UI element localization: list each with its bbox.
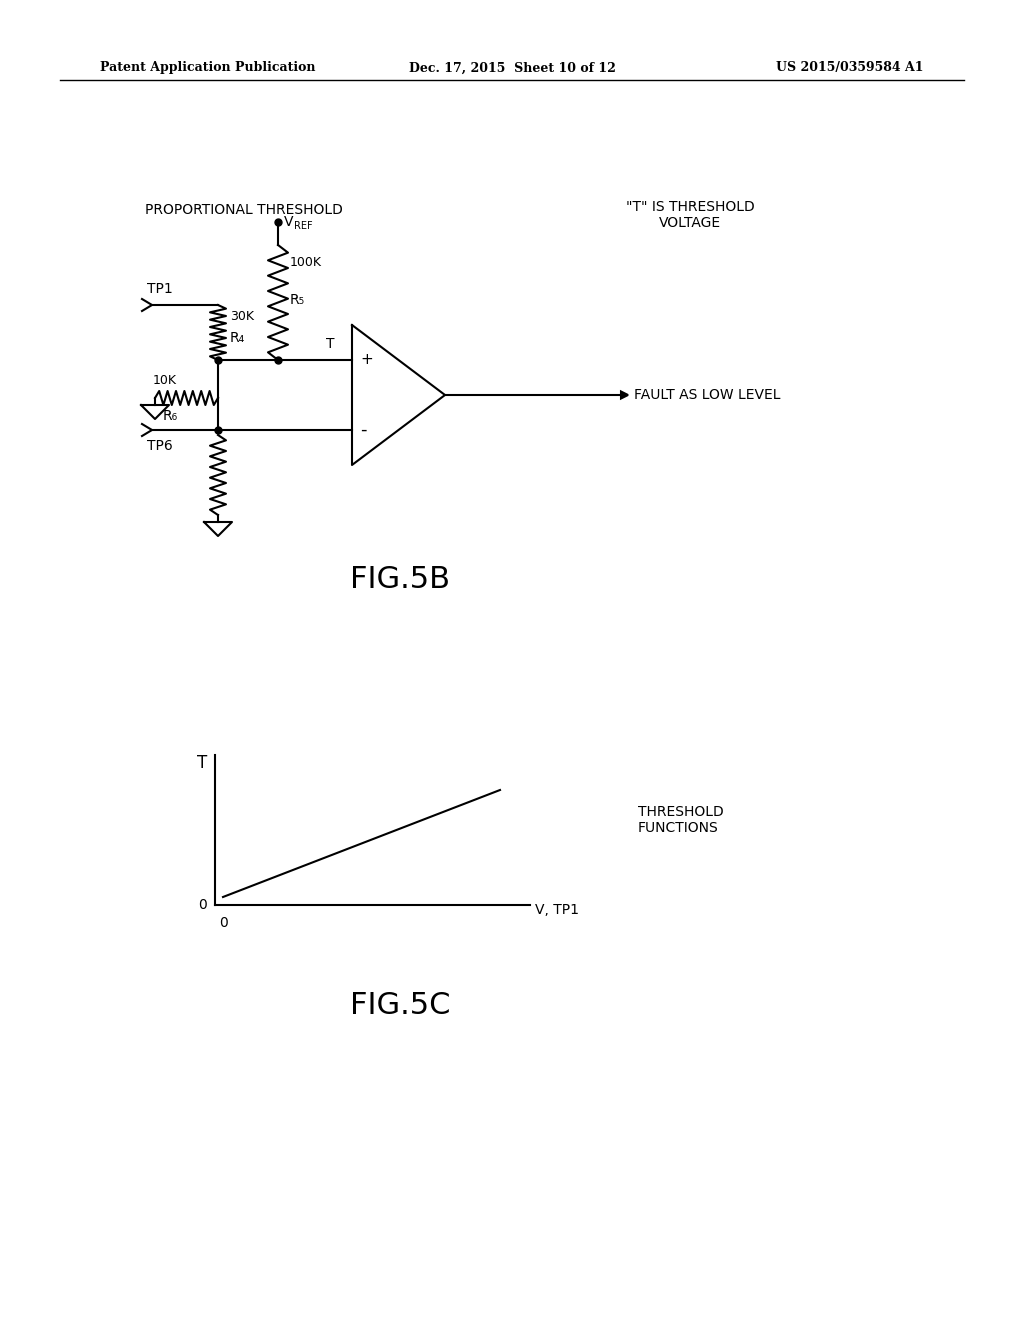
Text: R₅: R₅ — [290, 293, 305, 308]
Text: R₆: R₆ — [163, 409, 178, 422]
Text: 0: 0 — [219, 916, 227, 931]
Text: 0: 0 — [199, 898, 207, 912]
Text: TP1: TP1 — [147, 282, 173, 296]
Text: PROPORTIONAL THRESHOLD: PROPORTIONAL THRESHOLD — [145, 203, 343, 216]
Text: Dec. 17, 2015  Sheet 10 of 12: Dec. 17, 2015 Sheet 10 of 12 — [409, 62, 615, 74]
Text: T: T — [197, 754, 207, 772]
Text: 10K: 10K — [153, 374, 177, 387]
Text: FIG.5C: FIG.5C — [350, 990, 451, 1019]
Text: V, TP1: V, TP1 — [535, 903, 579, 917]
Text: US 2015/0359584 A1: US 2015/0359584 A1 — [776, 62, 924, 74]
Text: 100K: 100K — [290, 256, 322, 268]
Text: R₄: R₄ — [230, 331, 246, 345]
Text: REF: REF — [294, 220, 312, 231]
Text: TP6: TP6 — [147, 440, 173, 453]
Text: -: - — [360, 421, 367, 440]
Text: FIG.5B: FIG.5B — [350, 565, 450, 594]
Text: 30K: 30K — [230, 309, 254, 322]
Polygon shape — [621, 392, 628, 399]
Text: V: V — [284, 215, 294, 228]
Text: THRESHOLD
FUNCTIONS: THRESHOLD FUNCTIONS — [638, 805, 724, 836]
Text: T: T — [326, 337, 334, 351]
Text: "T" IS THRESHOLD
VOLTAGE: "T" IS THRESHOLD VOLTAGE — [626, 199, 755, 230]
Text: +: + — [360, 352, 373, 367]
Text: Patent Application Publication: Patent Application Publication — [100, 62, 315, 74]
Text: FAULT AS LOW LEVEL: FAULT AS LOW LEVEL — [634, 388, 780, 403]
